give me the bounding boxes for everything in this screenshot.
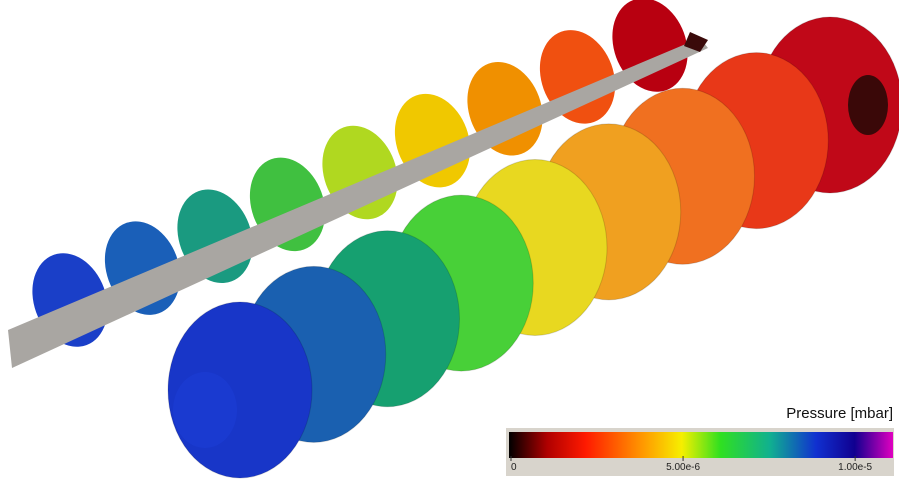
colorbar-tick-label: 5.00e-6 bbox=[666, 462, 700, 473]
colorbar-title: Pressure [mbar] bbox=[786, 405, 893, 422]
disc-hub bbox=[848, 75, 888, 135]
colorbar-tick-label: 0 bbox=[511, 462, 517, 473]
colorbar bbox=[509, 432, 893, 458]
colorbar-tick-label: 1.00e-5 bbox=[838, 462, 872, 473]
disc-hub bbox=[173, 372, 237, 448]
scene: Pressure [mbar] 0 5.00e-6 1.00e-5 bbox=[0, 0, 899, 480]
